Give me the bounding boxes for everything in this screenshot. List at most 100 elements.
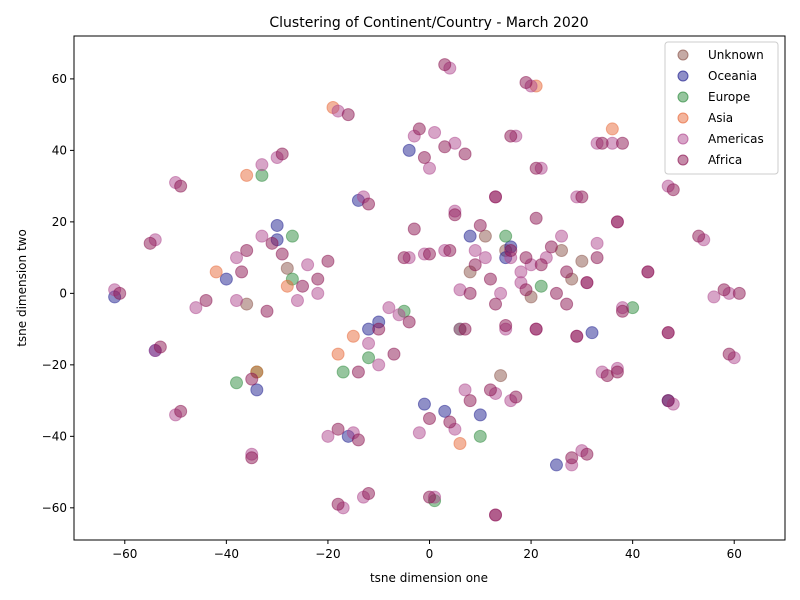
point-americas-16 [362, 336, 376, 350]
x-tick-label: −40 [214, 547, 239, 561]
legend-marker-oceania [677, 70, 689, 82]
point-africa-38 [661, 326, 675, 340]
point-americas-57 [555, 229, 569, 243]
point-africa-63 [463, 286, 477, 300]
point-africa-42 [610, 365, 624, 379]
point-africa-76 [423, 247, 436, 261]
point-africa-17 [351, 433, 365, 447]
point-africa-1 [143, 236, 157, 250]
point-africa-33 [610, 215, 624, 229]
point-africa-79 [199, 294, 213, 308]
legend-label-unknown: Unknown [708, 48, 764, 62]
point-asia-8 [346, 329, 360, 343]
point-asia-0 [240, 168, 254, 182]
point-americas-68 [372, 358, 386, 372]
point-oceania-16 [473, 408, 487, 422]
point-americas-62 [494, 286, 508, 300]
point-europe-11 [499, 229, 513, 243]
point-americas-17 [392, 308, 406, 322]
point-americas-65 [301, 258, 315, 272]
y-tick-label: 40 [52, 143, 67, 157]
point-africa-27 [595, 136, 609, 150]
point-europe-7 [534, 279, 548, 293]
y-tick-label: −40 [42, 429, 67, 443]
point-americas-14 [321, 429, 335, 443]
point-africa-72 [570, 329, 584, 343]
y-tick-label: 0 [59, 286, 67, 300]
point-africa-70 [351, 365, 365, 379]
point-americas-13 [290, 294, 304, 308]
point-americas-22 [423, 161, 436, 175]
legend-label-oceania: Oceania [708, 69, 757, 83]
point-africa-74 [590, 251, 604, 265]
point-americas-67 [255, 229, 269, 243]
point-africa-7 [362, 487, 376, 501]
point-americas-34 [707, 290, 721, 304]
point-africa-44 [565, 451, 579, 465]
point-africa-10 [275, 147, 289, 161]
chart-title: Clustering of Continent/Country - March … [269, 15, 588, 31]
legend-marker-europe [677, 91, 689, 103]
point-oceania-1 [463, 229, 477, 243]
point-oceania-7 [250, 383, 264, 397]
point-americas-72 [590, 236, 604, 250]
point-africa-24 [438, 58, 452, 72]
point-europe-0 [285, 229, 299, 243]
point-africa-49 [443, 415, 457, 429]
point-africa-22 [417, 151, 431, 165]
point-africa-59 [560, 265, 574, 279]
y-tick-label: −20 [42, 358, 67, 372]
point-americas-48 [412, 426, 426, 440]
point-africa-18 [372, 322, 386, 336]
point-africa-29 [666, 183, 680, 197]
point-americas-69 [382, 301, 396, 315]
point-africa-20 [412, 122, 426, 136]
point-unknown-7 [575, 254, 589, 268]
point-africa-43 [580, 447, 594, 461]
x-tick-label: 40 [625, 547, 640, 561]
point-africa-15 [275, 247, 289, 261]
point-americas-66 [230, 251, 244, 265]
point-africa-34 [692, 229, 706, 243]
point-africa-8 [341, 108, 355, 122]
point-africa-45 [661, 394, 675, 408]
point-europe-3 [336, 365, 350, 379]
point-africa-55 [504, 243, 518, 257]
point-africa-69 [265, 236, 279, 250]
point-africa-60 [483, 272, 497, 286]
point-africa-77 [458, 322, 472, 336]
point-asia-2 [331, 347, 345, 361]
point-oceania-12 [402, 143, 416, 157]
point-africa-19 [387, 347, 401, 361]
point-africa-52 [423, 490, 436, 504]
y-tick-label: −60 [42, 501, 67, 515]
point-africa-84 [560, 297, 574, 311]
point-africa-75 [529, 322, 543, 336]
point-africa-37 [722, 347, 736, 361]
point-africa-5 [245, 451, 259, 465]
point-europe-1 [230, 376, 244, 390]
legend-label-africa: Africa [708, 153, 742, 167]
point-africa-47 [509, 390, 523, 404]
point-africa-14 [296, 279, 310, 293]
point-africa-39 [641, 265, 655, 279]
legend-label-europe: Europe [708, 90, 750, 104]
legend-marker-americas [677, 133, 689, 145]
point-americas-77 [189, 301, 203, 315]
point-africa-54 [448, 208, 462, 222]
point-africa-28 [615, 136, 629, 150]
point-africa-58 [544, 240, 558, 254]
point-americas-46 [458, 383, 472, 397]
point-americas-60 [468, 243, 482, 257]
point-africa-40 [615, 304, 629, 318]
point-oceania-3 [549, 458, 563, 472]
x-axis-label: tsne dimension one [370, 571, 488, 585]
x-tick-label: 60 [727, 547, 742, 561]
point-africa-56 [519, 251, 533, 265]
point-americas-11 [255, 158, 269, 172]
legend-label-americas: Americas [708, 132, 764, 146]
point-africa-25 [519, 75, 533, 89]
x-tick-label: −20 [315, 547, 340, 561]
x-tick-label: −60 [112, 547, 137, 561]
legend-marker-asia [677, 112, 689, 124]
